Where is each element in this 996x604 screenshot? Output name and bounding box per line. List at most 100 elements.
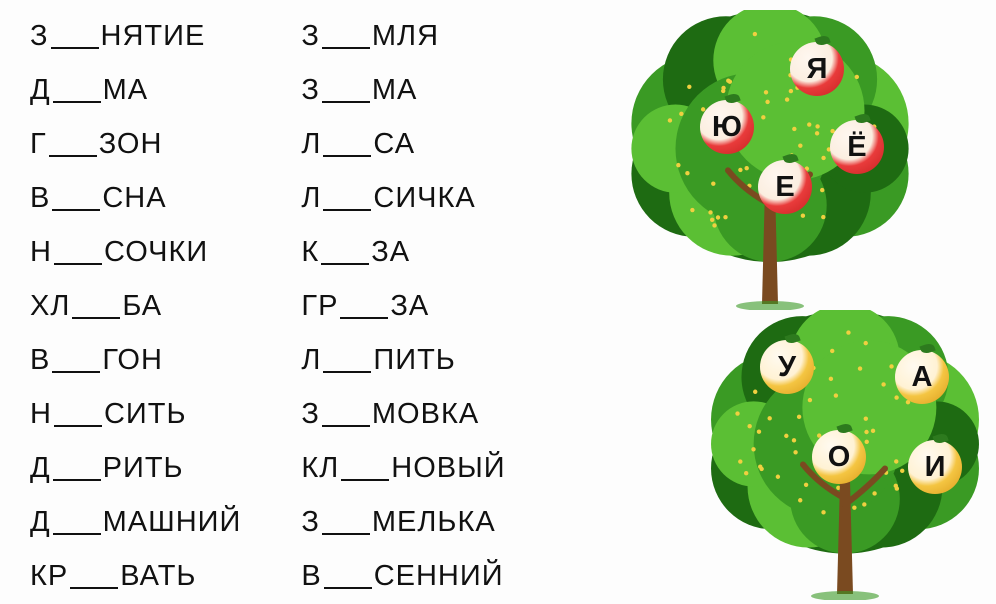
blank-space[interactable]: [341, 479, 389, 481]
word-suffix: РИТЬ: [103, 452, 184, 485]
word-0-7: Н СИТЬ: [30, 398, 241, 431]
fruit-letter-label: Е: [775, 171, 794, 204]
word-prefix: Д: [30, 74, 51, 107]
fruit-letter-О[interactable]: О: [812, 430, 866, 484]
blank-space[interactable]: [322, 47, 370, 49]
blank-space[interactable]: [53, 101, 101, 103]
fruit-letter-label: Я: [807, 53, 828, 86]
word-prefix: З: [301, 74, 320, 107]
word-suffix: МАШНИЙ: [103, 506, 242, 539]
blank-space[interactable]: [49, 155, 97, 157]
blank-space[interactable]: [52, 371, 100, 373]
word-prefix: В: [30, 182, 50, 215]
word-0-1: Д МА: [30, 74, 241, 107]
word-suffix: ВАТЬ: [120, 560, 196, 593]
word-0-8: Д РИТЬ: [30, 452, 241, 485]
fruit-letter-Я[interactable]: Я: [790, 42, 844, 96]
word-suffix: МЕЛЬКА: [372, 506, 496, 539]
word-prefix: З: [301, 398, 320, 431]
blank-space[interactable]: [322, 533, 370, 535]
word-1-3: Л СИЧКА: [301, 182, 505, 215]
word-suffix: ПИТЬ: [373, 344, 455, 377]
word-0-5: ХЛ БА: [30, 290, 241, 323]
word-1-5: ГРЗА: [301, 290, 505, 323]
tree-red-apples: Я Ю Ё Е: [620, 10, 920, 310]
word-prefix: З: [30, 20, 49, 53]
blank-space[interactable]: [53, 533, 101, 535]
blank-space[interactable]: [72, 317, 120, 319]
word-prefix: ХЛ: [30, 290, 70, 323]
tree-yellow-apples: У А О И: [700, 310, 990, 600]
word-0-10: КР ВАТЬ: [30, 560, 241, 593]
word-prefix: В: [30, 344, 50, 377]
word-0-9: Д МАШНИЙ: [30, 506, 241, 539]
word-0-6: В ГОН: [30, 344, 241, 377]
word-1-9: ЗМЕЛЬКА: [301, 506, 505, 539]
fruit-letter-Е[interactable]: Е: [758, 160, 812, 214]
word-prefix: Л: [301, 182, 321, 215]
word-1-4: КЗА: [301, 236, 505, 269]
fruit-letter-label: А: [912, 361, 933, 394]
word-suffix: ГОН: [102, 344, 163, 377]
fruit-letter-А[interactable]: А: [895, 350, 949, 404]
fruit-letter-У[interactable]: У: [760, 340, 814, 394]
blank-space[interactable]: [322, 101, 370, 103]
word-suffix: СИТЬ: [104, 398, 187, 431]
word-prefix: Н: [30, 236, 52, 269]
fruit-letter-label: Ё: [847, 131, 866, 164]
fruit-letter-Ю[interactable]: Ю: [700, 100, 754, 154]
blank-space[interactable]: [323, 209, 371, 211]
word-prefix: Л: [301, 128, 321, 161]
word-suffix: МЛЯ: [372, 20, 439, 53]
word-0-0: ЗНЯТИЕ: [30, 20, 241, 53]
word-0-3: В СНА: [30, 182, 241, 215]
fruit-letter-Ё[interactable]: Ё: [830, 120, 884, 174]
blank-space[interactable]: [322, 425, 370, 427]
blank-space[interactable]: [54, 425, 102, 427]
fruit-letter-label: И: [925, 451, 946, 484]
word-prefix: Д: [30, 506, 51, 539]
word-suffix: СОЧКИ: [104, 236, 208, 269]
blank-space[interactable]: [323, 371, 371, 373]
word-1-1: З МА: [301, 74, 505, 107]
word-suffix: СЕННИЙ: [374, 560, 504, 593]
word-suffix: МОВКА: [372, 398, 479, 431]
fruit-letter-label: Ю: [712, 111, 742, 144]
blank-space[interactable]: [54, 263, 102, 265]
blank-space[interactable]: [324, 587, 372, 589]
blank-space[interactable]: [51, 47, 99, 49]
word-1-6: Л ПИТЬ: [301, 344, 505, 377]
word-prefix: КЛ: [301, 452, 339, 485]
word-1-2: ЛСА: [301, 128, 505, 161]
blank-space[interactable]: [323, 155, 371, 157]
blank-space[interactable]: [321, 263, 369, 265]
blank-space[interactable]: [70, 587, 118, 589]
word-suffix: НОВЫЙ: [391, 452, 505, 485]
word-prefix: ГР: [301, 290, 338, 323]
word-0-2: ГЗОН: [30, 128, 241, 161]
word-prefix: Л: [301, 344, 321, 377]
word-suffix: СИЧКА: [373, 182, 475, 215]
word-column-1: ЗНЯТИЕ Д МА ГЗОН В СНА Н СОЧКИ ХЛ БА В ГОН Н СИТЬ Д РИТ…: [30, 20, 241, 593]
word-suffix: ЗА: [371, 236, 410, 269]
word-prefix: З: [301, 20, 320, 53]
word-prefix: Н: [30, 398, 52, 431]
word-1-10: ВСЕННИЙ: [301, 560, 505, 593]
word-prefix: Д: [30, 452, 51, 485]
fruit-letter-И[interactable]: И: [908, 440, 962, 494]
word-column-2: ЗМЛЯЗМАЛСАЛСИЧКАКЗАГРЗАЛПИТЬЗМОВКАКЛНОВЫ…: [301, 20, 505, 593]
word-0-4: Н СОЧКИ: [30, 236, 241, 269]
word-1-0: З МЛЯ: [301, 20, 505, 53]
word-prefix: КР: [30, 560, 68, 593]
blank-space[interactable]: [340, 317, 388, 319]
word-suffix: БА: [122, 290, 162, 323]
fruit-letter-label: У: [778, 351, 796, 384]
word-suffix: МА: [372, 74, 418, 107]
word-1-7: З МОВКА: [301, 398, 505, 431]
word-suffix: СНА: [102, 182, 166, 215]
word-suffix: ЗОН: [99, 128, 163, 161]
fruit-letter-label: О: [828, 441, 851, 474]
blank-space[interactable]: [53, 479, 101, 481]
blank-space[interactable]: [52, 209, 100, 211]
word-suffix: МА: [103, 74, 149, 107]
